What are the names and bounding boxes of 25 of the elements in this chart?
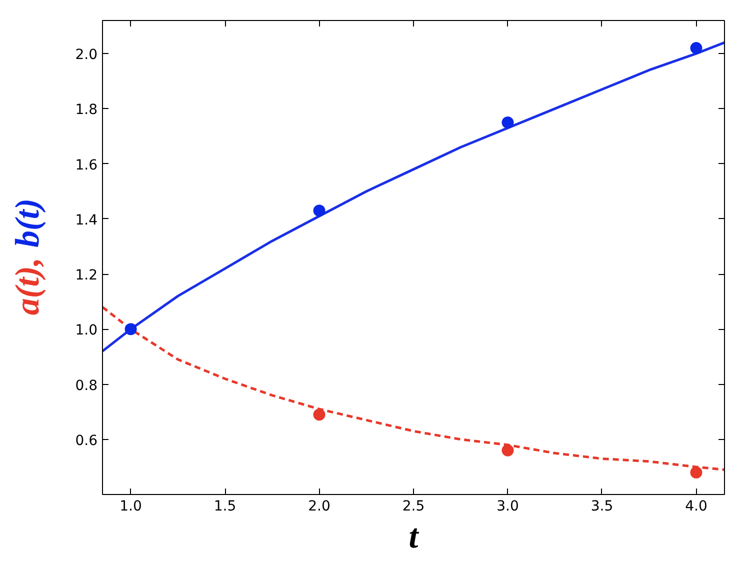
y-tick-label: 1.8 <box>75 102 98 118</box>
point <box>502 444 514 456</box>
y-tick-label: 1.2 <box>75 268 98 284</box>
line-series <box>102 41 724 352</box>
y-tick-label: 1.4 <box>75 212 98 228</box>
x-axis-title: t <box>408 518 420 556</box>
x-tick-label: 2.0 <box>308 498 330 514</box>
point <box>502 116 514 128</box>
y-tick-label: 1.0 <box>75 322 98 339</box>
y-tick-label: 0.8 <box>75 378 98 394</box>
point <box>690 42 702 54</box>
x-tick-label: 3.0 <box>496 498 519 514</box>
y-tick-label: 1.6 <box>75 157 98 174</box>
point <box>690 466 702 478</box>
point <box>313 408 326 421</box>
x-tick-label: 1.5 <box>214 498 236 514</box>
x-tick-label: 3.5 <box>590 498 614 514</box>
x-tick-label: 1.0 <box>120 498 142 514</box>
point <box>124 323 137 336</box>
x-tick-label: 2.5 <box>402 498 425 514</box>
point <box>313 204 326 217</box>
y-tick-label: 0.6 <box>75 432 98 449</box>
y-axis-title: a(t), b(t) <box>10 198 46 316</box>
x-tick-label: 4.0 <box>685 498 708 514</box>
y-tick-label: 2.0 <box>75 47 98 64</box>
